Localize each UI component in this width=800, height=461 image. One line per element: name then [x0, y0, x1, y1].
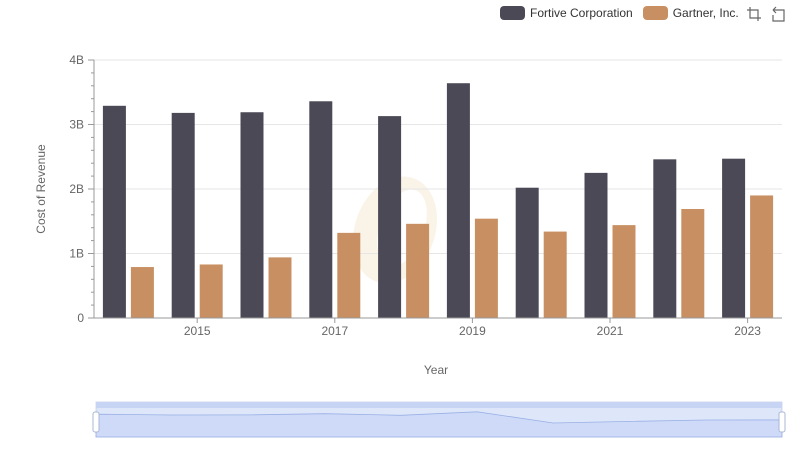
bar-gartner[interactable] — [681, 208, 705, 318]
x-tick-label: 2021 — [597, 324, 624, 338]
legend-swatch-gartner — [642, 6, 668, 20]
data-zoom-slider[interactable] — [92, 401, 786, 438]
legend-item-gartner[interactable]: Gartner, Inc. — [642, 6, 739, 20]
legend-item-fortive[interactable]: Fortive Corporation — [500, 6, 633, 20]
zoom-handle-left[interactable] — [92, 411, 100, 433]
bar-fortive[interactable] — [171, 112, 195, 318]
y-axis-label: Cost of Revenue — [34, 144, 48, 234]
bar-gartner[interactable] — [612, 225, 636, 318]
y-tick-label: 3B — [69, 118, 84, 132]
bar-gartner[interactable] — [337, 232, 361, 318]
zoom-handle-right[interactable] — [778, 411, 786, 433]
legend-label-fortive: Fortive Corporation — [530, 6, 633, 20]
x-tick-label: 2017 — [321, 324, 348, 338]
x-axis-label: Year — [424, 363, 448, 377]
bar-gartner[interactable] — [130, 267, 154, 318]
bar-fortive[interactable] — [102, 105, 126, 318]
y-tick-label: 2B — [69, 182, 84, 196]
chart-toolbox — [746, 6, 786, 22]
legend-label-gartner: Gartner, Inc. — [672, 6, 739, 20]
y-tick-label: 0 — [77, 311, 84, 325]
x-tick-label: 2023 — [734, 324, 761, 338]
chart-legend: Fortive Corporation Gartner, Inc. — [500, 4, 739, 22]
bar-gartner[interactable] — [199, 264, 223, 318]
bar-fortive[interactable] — [240, 112, 264, 319]
x-tick-label: 2019 — [459, 324, 486, 338]
bar-fortive[interactable] — [446, 83, 470, 318]
y-tick-label: 1B — [69, 247, 84, 261]
legend-swatch-fortive — [500, 6, 525, 20]
bar-gartner[interactable] — [406, 223, 430, 318]
bar-fortive[interactable] — [653, 159, 677, 318]
bar-fortive[interactable] — [309, 101, 333, 318]
bar-fortive[interactable] — [584, 172, 608, 318]
x-tick-label: 2015 — [184, 324, 211, 338]
y-tick-label: 4B — [69, 53, 84, 67]
data-zoom-icon[interactable] — [746, 6, 762, 22]
bar-gartner[interactable] — [543, 231, 567, 318]
bar-fortive[interactable] — [515, 187, 539, 318]
bar-gartner[interactable] — [268, 257, 292, 318]
restore-icon[interactable] — [770, 6, 786, 22]
bar-fortive[interactable] — [378, 116, 402, 319]
bar-gartner[interactable] — [474, 218, 498, 318]
zoom-move-bar[interactable] — [96, 402, 782, 408]
bar-fortive[interactable] — [722, 158, 746, 318]
bar-gartner[interactable] — [750, 195, 774, 318]
